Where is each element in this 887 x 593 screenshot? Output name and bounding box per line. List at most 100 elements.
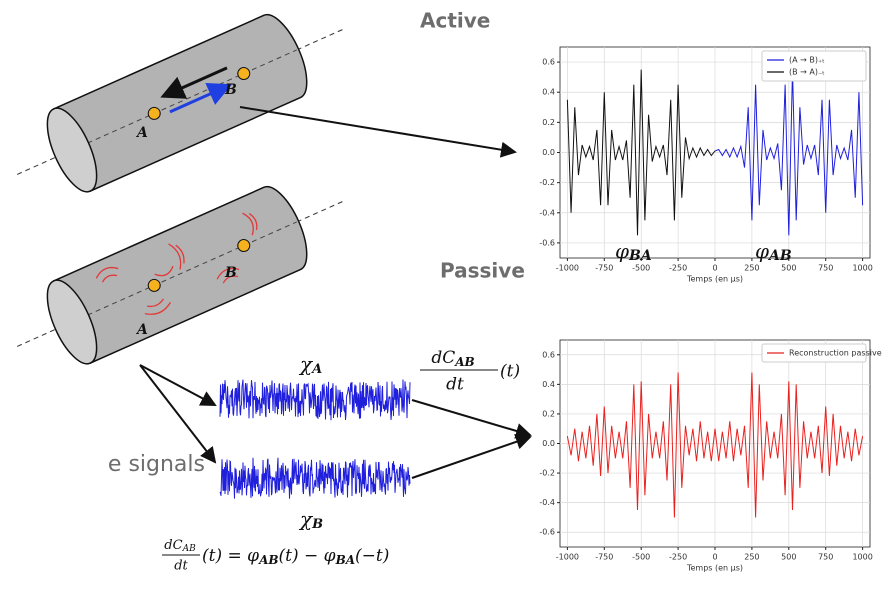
x-tick-label: -750: [595, 553, 613, 562]
denominator: dt: [446, 375, 464, 395]
label-b: B: [224, 82, 237, 98]
x-tick-label: -500: [632, 553, 650, 562]
x-tick-label: -250: [669, 264, 687, 273]
y-tick-label: 0.6: [542, 350, 555, 359]
argument: (t): [500, 362, 520, 382]
arrow-to-chart: [411, 399, 532, 439]
y-tick-label: -0.2: [539, 469, 555, 478]
axis-line: [79, 221, 297, 320]
rhs-part: (t) = φ: [202, 546, 259, 566]
cylinder-cap: [46, 107, 98, 193]
chart: -1000 -750 -500 -250 0 250 500 750 1000 -0.6 -0.4 -…: [539, 46, 873, 284]
passive-label: Passive: [440, 259, 525, 283]
arrow-ab: [169, 83, 233, 114]
x-tick-label: 750: [818, 553, 833, 562]
x-tick-label: 1000: [852, 553, 872, 562]
legend-box: [761, 343, 867, 363]
side-text: e signals: [108, 452, 205, 477]
series-line: [566, 69, 716, 236]
legend-label: (B → A)₋ₜ: [789, 68, 825, 77]
y-tick-label: -0.4: [539, 208, 555, 217]
label-a: A: [135, 125, 148, 141]
derivative-label: dCAB dt (t): [420, 348, 520, 395]
arrow-to-chart: [239, 106, 517, 158]
arrow-ba: [160, 66, 228, 99]
num-text: dC: [164, 538, 182, 553]
chi-symbol: χ: [298, 352, 314, 376]
chi-symbol: χ: [298, 507, 314, 531]
y-tick-label: -0.4: [539, 498, 555, 507]
y-tick-label: 0.2: [542, 118, 555, 127]
x-tick-label: 0: [712, 264, 717, 273]
arrow-to-noise-b: [139, 364, 217, 464]
axis-line: [79, 49, 297, 148]
annotation: φAB: [755, 239, 792, 265]
y-tick-label: -0.2: [539, 178, 555, 187]
y-tick-label: 0.4: [542, 380, 555, 389]
legend-box: [761, 50, 867, 82]
arrow-to-noise-a: [139, 364, 217, 406]
annotation-sub: BA: [628, 248, 652, 264]
point-a: [147, 106, 161, 120]
annotation-sub: AB: [767, 248, 792, 264]
annotation-symbol: φ: [755, 239, 769, 263]
cylinder-body: [52, 186, 308, 365]
series-line: [566, 372, 864, 518]
equation: dCAB dt (t) = φAB(t) − φBA(−t): [162, 538, 389, 574]
x-tick-label: 250: [744, 264, 759, 273]
noise-trace: [219, 379, 411, 421]
chi-sub: B: [311, 517, 323, 532]
annotation: φBA: [615, 239, 652, 265]
chi-sub: A: [310, 362, 322, 377]
cylinder-active: [16, 14, 347, 193]
y-tick-label: 0.6: [542, 58, 555, 67]
rhs-part: (−t): [355, 546, 389, 566]
legend-label: (A → B)₊ₜ: [789, 56, 825, 65]
label-a: A: [135, 322, 148, 338]
x-tick-label: 250: [744, 553, 759, 562]
cylinder-cap: [46, 279, 98, 365]
point-b: [237, 239, 251, 253]
num-sub: AB: [454, 355, 474, 369]
rhs-sub: AB: [258, 553, 278, 567]
x-tick-label: 0: [712, 553, 717, 562]
chi-a: χA: [298, 352, 322, 377]
rhs-part: (t) − φ: [279, 546, 336, 566]
x-axis-label: Temps (en µs): [686, 275, 743, 284]
x-tick-label: 500: [781, 264, 796, 273]
numerator: dCAB: [164, 538, 196, 554]
x-tick-label: 1000: [852, 264, 872, 273]
active-label: Active: [420, 9, 490, 33]
x-axis-label: Temps (en µs): [686, 564, 743, 573]
num-text: dC: [431, 348, 455, 368]
x-tick-label: -1000: [556, 553, 579, 562]
x-tick-label: 500: [781, 553, 796, 562]
cylinder-passive: [16, 186, 347, 365]
x-tick-label: -500: [632, 264, 650, 273]
numerator: dCAB: [431, 348, 474, 369]
x-tick-label: -1000: [556, 264, 579, 273]
noise-signal-b: [219, 457, 411, 499]
cylinder-body: [52, 14, 308, 193]
noise-trace: [219, 457, 411, 499]
annotation-symbol: φ: [615, 239, 629, 263]
arrow-to-chart: [411, 434, 532, 479]
x-tick-label: -250: [669, 553, 687, 562]
chart: -1000 -750 -500 -250 0 250 500 750 1000 -0.6 -0.4 -…: [539, 339, 882, 573]
chi-b: χB: [298, 507, 323, 532]
point-a: [147, 278, 161, 292]
legend-label: Reconstruction passive: [789, 349, 882, 358]
wave-arcs: [95, 212, 258, 315]
y-tick-label: 0.0: [542, 148, 555, 157]
y-tick-label: -0.6: [539, 238, 555, 247]
noise-signal-a: [219, 379, 411, 421]
y-tick-label: -0.6: [539, 528, 555, 537]
num-sub: AB: [182, 544, 196, 554]
rhs-sub: BA: [335, 553, 355, 567]
x-tick-label: 750: [818, 264, 833, 273]
x-tick-label: -750: [595, 264, 613, 273]
denominator: dt: [174, 559, 188, 574]
point-b: [237, 67, 251, 81]
